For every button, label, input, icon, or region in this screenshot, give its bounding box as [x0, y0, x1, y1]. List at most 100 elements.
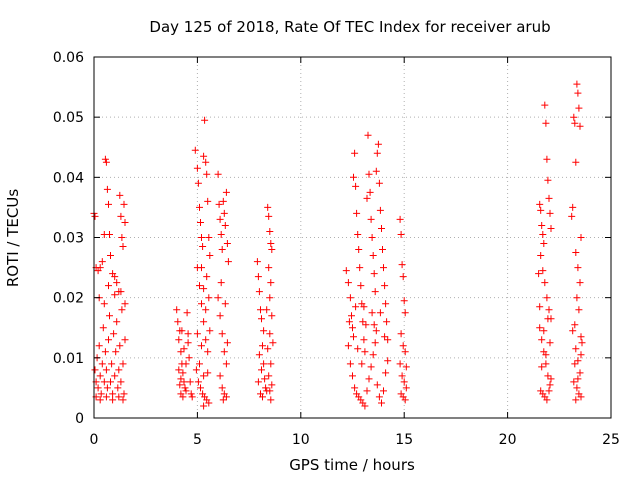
data-point	[206, 327, 214, 335]
data-point	[202, 158, 210, 166]
y-tick-label: 0.05	[53, 110, 84, 126]
series-cluster	[253, 258, 271, 401]
data-point	[545, 387, 553, 395]
data-point	[546, 209, 554, 217]
data-point	[352, 303, 360, 311]
data-point	[193, 330, 201, 338]
data-point	[373, 381, 381, 389]
data-point	[205, 294, 213, 302]
data-point	[181, 384, 189, 392]
data-point	[542, 360, 550, 368]
data-point	[202, 306, 210, 314]
data-point	[223, 240, 231, 247]
data-point	[370, 321, 378, 329]
data-point	[184, 339, 192, 347]
data-point	[400, 378, 408, 386]
data-point	[354, 231, 362, 238]
data-point	[265, 212, 273, 220]
data-point	[354, 345, 362, 353]
data-point	[254, 378, 262, 386]
x-tick-label: 5	[193, 432, 202, 448]
data-point	[573, 384, 581, 392]
data-point	[538, 336, 546, 344]
data-point	[193, 164, 201, 172]
data-point	[265, 372, 273, 380]
data-point	[363, 387, 371, 395]
data-point	[185, 354, 193, 362]
data-point	[197, 384, 204, 392]
data-point	[574, 89, 582, 97]
data-point	[117, 212, 125, 220]
data-point	[121, 219, 129, 226]
data-point	[108, 360, 116, 368]
data-point	[201, 116, 209, 124]
data-point	[222, 360, 230, 368]
x-tick-label: 0	[90, 432, 99, 448]
data-point	[382, 369, 390, 377]
data-point	[96, 264, 104, 272]
data-point	[571, 360, 579, 368]
data-point	[106, 312, 113, 320]
x-tick-label: 10	[292, 432, 310, 448]
data-point	[350, 173, 357, 181]
data-point	[572, 345, 580, 353]
data-point	[353, 209, 361, 217]
data-point	[192, 366, 200, 374]
data-point	[179, 393, 187, 401]
data-point	[175, 366, 183, 374]
data-point	[173, 306, 181, 314]
data-point	[94, 384, 102, 392]
data-point	[397, 231, 405, 238]
data-point	[401, 396, 409, 404]
data-point	[266, 294, 274, 302]
data-point	[182, 360, 190, 368]
data-point	[351, 384, 359, 392]
data-point	[191, 146, 199, 154]
data-point	[575, 306, 583, 314]
data-point	[223, 339, 231, 347]
data-point	[218, 330, 226, 338]
data-point	[541, 279, 549, 287]
data-point	[542, 351, 550, 359]
data-point	[397, 330, 405, 338]
data-point	[264, 345, 272, 353]
data-point	[396, 360, 404, 368]
data-point	[547, 375, 555, 383]
data-point	[267, 240, 275, 247]
data-point	[576, 369, 584, 377]
data-point	[398, 261, 406, 269]
data-point	[544, 372, 552, 380]
data-point	[542, 119, 550, 127]
data-point	[119, 360, 127, 368]
data-point	[265, 264, 273, 272]
data-point	[360, 336, 368, 344]
data-point	[105, 336, 112, 344]
data-point	[267, 360, 275, 368]
data-point	[363, 194, 371, 202]
data-point	[222, 393, 230, 401]
data-point	[365, 170, 373, 178]
data-point	[110, 330, 118, 338]
data-point	[398, 372, 406, 380]
data-point	[107, 378, 114, 386]
data-point	[342, 267, 350, 275]
data-point	[350, 333, 357, 341]
data-point	[198, 300, 205, 308]
data-point	[577, 333, 585, 341]
x-axis-label: GPS time / hours	[289, 456, 415, 474]
data-point	[371, 339, 379, 347]
x-tick-label: 20	[499, 432, 517, 448]
data-point	[546, 339, 554, 347]
data-point	[200, 285, 208, 293]
data-point	[220, 348, 228, 356]
data-point	[358, 360, 366, 368]
data-point	[366, 188, 374, 196]
data-point	[546, 381, 554, 389]
data-point	[255, 351, 263, 359]
data-point	[205, 399, 213, 407]
y-axis-ticks: 0 0.01 0.02 0.03 0.04 0.05 0.06	[53, 50, 611, 427]
data-point	[217, 279, 225, 287]
data-point	[348, 312, 355, 320]
data-point	[384, 336, 392, 344]
data-point	[355, 246, 363, 253]
